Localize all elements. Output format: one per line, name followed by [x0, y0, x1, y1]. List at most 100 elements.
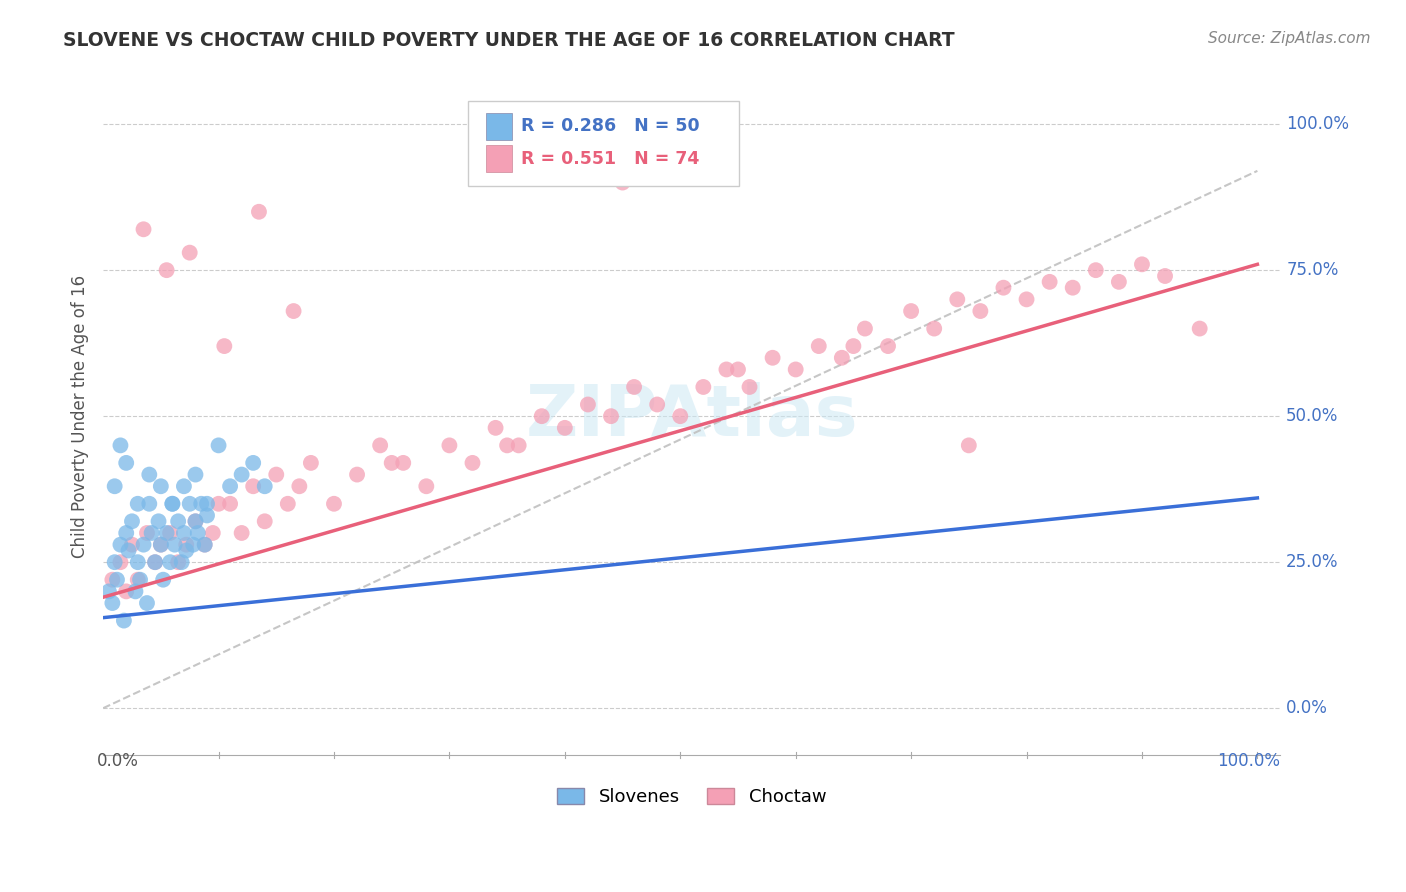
- Point: [112, 614, 135, 628]
- Point: [173, 479, 195, 493]
- Point: [346, 467, 368, 482]
- Point: [1015, 293, 1038, 307]
- Point: [242, 479, 264, 493]
- Point: [1062, 281, 1084, 295]
- Point: [174, 543, 197, 558]
- Point: [184, 467, 207, 482]
- Point: [141, 526, 163, 541]
- Point: [807, 339, 830, 353]
- Point: [957, 438, 980, 452]
- Point: [831, 351, 853, 365]
- Text: SLOVENE VS CHOCTAW CHILD POVERTY UNDER THE AGE OF 16 CORRELATION CHART: SLOVENE VS CHOCTAW CHILD POVERTY UNDER T…: [63, 31, 955, 50]
- Point: [110, 438, 132, 452]
- Point: [127, 573, 149, 587]
- Point: [115, 456, 138, 470]
- Point: [184, 514, 207, 528]
- Point: [253, 479, 276, 493]
- Point: [152, 573, 174, 587]
- Point: [162, 497, 184, 511]
- FancyBboxPatch shape: [485, 145, 512, 172]
- Point: [877, 339, 900, 353]
- Point: [190, 497, 212, 511]
- Point: [969, 304, 991, 318]
- Point: [149, 538, 172, 552]
- Point: [392, 456, 415, 470]
- Point: [149, 538, 172, 552]
- Point: [104, 479, 127, 493]
- Text: 0.0%: 0.0%: [1286, 699, 1329, 717]
- Point: [785, 362, 807, 376]
- Point: [174, 538, 197, 552]
- Point: [97, 584, 120, 599]
- Y-axis label: Child Poverty Under the Age of 16: Child Poverty Under the Age of 16: [72, 275, 89, 558]
- Point: [496, 438, 519, 452]
- Point: [900, 304, 922, 318]
- Point: [132, 222, 155, 236]
- Point: [612, 176, 634, 190]
- Point: [993, 281, 1015, 295]
- Point: [508, 438, 530, 452]
- Point: [645, 397, 668, 411]
- Point: [195, 508, 218, 523]
- Point: [415, 479, 437, 493]
- Point: [143, 555, 166, 569]
- Point: [138, 467, 160, 482]
- Point: [727, 362, 749, 376]
- Point: [738, 380, 761, 394]
- Point: [156, 263, 179, 277]
- Point: [1130, 257, 1153, 271]
- Text: 100.0%: 100.0%: [1286, 115, 1350, 133]
- Point: [105, 573, 128, 587]
- Point: [576, 397, 599, 411]
- Text: 100.0%: 100.0%: [1218, 752, 1281, 770]
- Point: [187, 526, 209, 541]
- Point: [253, 514, 276, 528]
- Legend: Slovenes, Choctaw: Slovenes, Choctaw: [550, 780, 834, 814]
- Text: R = 0.286   N = 50: R = 0.286 N = 50: [522, 117, 700, 136]
- Point: [138, 497, 160, 511]
- Point: [132, 538, 155, 552]
- Point: [716, 362, 738, 376]
- Point: [110, 538, 132, 552]
- Point: [669, 409, 692, 424]
- Point: [461, 456, 484, 470]
- Point: [762, 351, 785, 365]
- Point: [692, 380, 714, 394]
- Point: [299, 456, 322, 470]
- Text: 75.0%: 75.0%: [1286, 261, 1339, 279]
- Point: [842, 339, 865, 353]
- Point: [117, 543, 139, 558]
- Point: [323, 497, 346, 511]
- Point: [247, 204, 270, 219]
- Text: 50.0%: 50.0%: [1286, 407, 1339, 425]
- Point: [167, 555, 190, 569]
- Point: [148, 514, 170, 528]
- Point: [195, 497, 218, 511]
- Point: [121, 538, 143, 552]
- Point: [201, 526, 224, 541]
- Point: [115, 584, 138, 599]
- Point: [439, 438, 461, 452]
- Point: [381, 456, 404, 470]
- Point: [214, 339, 236, 353]
- Point: [136, 526, 159, 541]
- Point: [231, 467, 253, 482]
- Point: [207, 497, 229, 511]
- Point: [484, 421, 506, 435]
- Point: [163, 538, 186, 552]
- Point: [219, 479, 242, 493]
- Point: [1188, 321, 1211, 335]
- Point: [368, 438, 391, 452]
- Point: [179, 497, 201, 511]
- Point: [170, 555, 193, 569]
- Point: [127, 555, 149, 569]
- Point: [242, 456, 264, 470]
- Point: [288, 479, 311, 493]
- Point: [1154, 268, 1177, 283]
- Point: [156, 526, 179, 541]
- Point: [853, 321, 876, 335]
- Point: [159, 555, 181, 569]
- Point: [181, 538, 204, 552]
- Point: [159, 526, 181, 541]
- Point: [1039, 275, 1062, 289]
